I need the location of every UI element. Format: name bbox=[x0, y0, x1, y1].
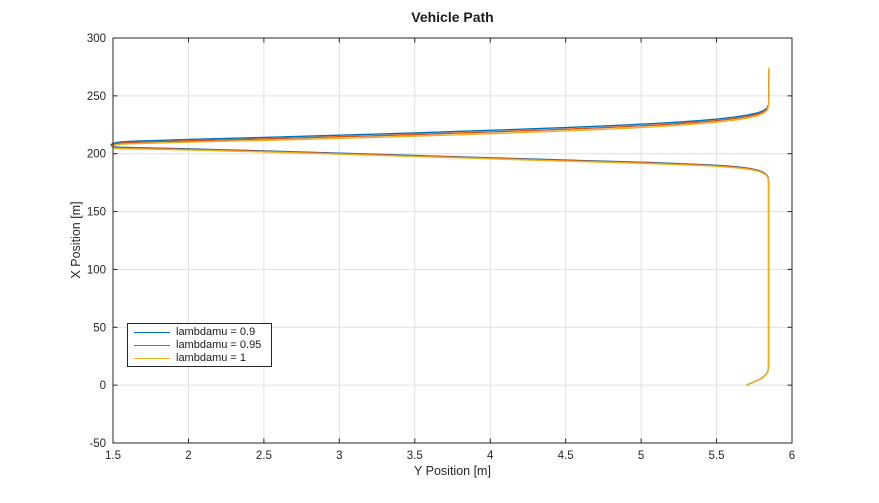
y-tick-label: 50 bbox=[93, 322, 106, 334]
x-tick-label: 4.5 bbox=[558, 450, 574, 462]
legend-row: lambdamu = 0.95 bbox=[128, 339, 271, 352]
x-tick-label: 3.5 bbox=[407, 450, 423, 462]
axes-box bbox=[112, 37, 793, 444]
legend-label: lambdamu = 0.95 bbox=[176, 339, 262, 351]
x-tick-label: 5.5 bbox=[709, 450, 725, 462]
y-tick-label: 250 bbox=[87, 91, 106, 103]
legend-line-sample bbox=[134, 331, 170, 333]
x-tick-label: 3 bbox=[336, 450, 342, 462]
y-tick-label: 100 bbox=[87, 264, 106, 276]
y-tick-label: -50 bbox=[89, 438, 106, 450]
x-tick-label: 1.5 bbox=[105, 450, 121, 462]
x-axis-label: Y Position [m] bbox=[414, 464, 491, 478]
x-tick-label: 4 bbox=[487, 450, 494, 462]
legend[interactable]: lambdamu = 0.9 lambdamu = 0.95 lambdamu = … bbox=[127, 323, 272, 367]
x-tick-label: 2.5 bbox=[256, 450, 272, 462]
legend-line-sample bbox=[134, 357, 170, 359]
tick-labels: 1.5 2 2.5 3 3.5 4 4.5 5 5.5 6 -50 0 50 100 150 200 250 30… bbox=[87, 33, 795, 462]
x-tick-label: 2 bbox=[185, 450, 191, 462]
x-tick-label: 6 bbox=[789, 450, 795, 462]
series-line-lambdamu-1 bbox=[111, 67, 770, 386]
legend-label: lambdamu = 1 bbox=[176, 352, 247, 364]
legend-row: lambdamu = 0.9 bbox=[128, 326, 271, 339]
grid bbox=[112, 37, 793, 444]
y-tick-label: 300 bbox=[87, 33, 106, 45]
tick-marks bbox=[112, 37, 793, 444]
series-lines bbox=[110, 67, 770, 386]
legend-line-sample bbox=[134, 344, 170, 346]
y-tick-label: 200 bbox=[87, 149, 106, 161]
legend-label: lambdamu = 0.9 bbox=[176, 326, 256, 338]
y-tick-label: 0 bbox=[100, 380, 106, 392]
chart-title: Vehicle Path bbox=[411, 9, 494, 25]
y-tick-label: 150 bbox=[87, 207, 106, 219]
legend-row: lambdamu = 1 bbox=[128, 352, 271, 365]
x-tick-label: 5 bbox=[638, 450, 644, 462]
